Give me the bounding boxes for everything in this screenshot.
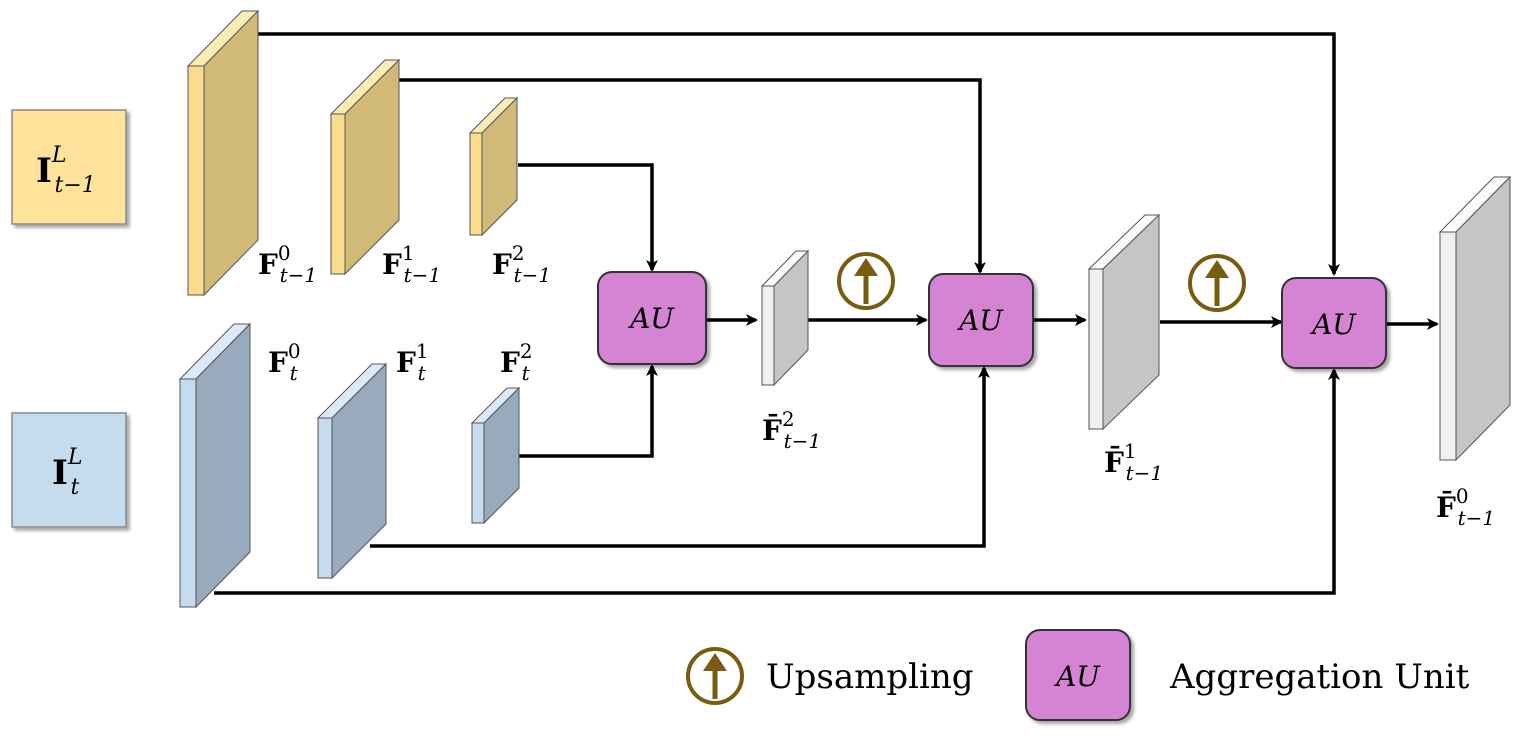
prev-frame-base: I bbox=[36, 151, 52, 191]
link-f0-curr bbox=[214, 368, 1340, 595]
prev-frame-sup: L bbox=[51, 143, 67, 168]
label-fbar0: F̄0 t−1 bbox=[1436, 484, 1495, 530]
feature-slab-f1-curr bbox=[316, 362, 388, 580]
curr-frame-sup: L bbox=[67, 445, 83, 470]
upsampling-icon-2 bbox=[1188, 254, 1246, 312]
legend-aggregation-label: Aggregation Unit bbox=[1169, 657, 1470, 697]
feature-slab-fbar0 bbox=[1438, 175, 1512, 462]
svg-text:ILt: IL t bbox=[52, 445, 83, 500]
link-f2-prev bbox=[518, 163, 658, 272]
feature-slab-f2-curr bbox=[470, 386, 521, 525]
label-f2-prev: F2 t−1 bbox=[492, 241, 551, 287]
feature-slab-f0-prev bbox=[186, 9, 260, 297]
curr-frame-base: I bbox=[52, 453, 68, 493]
skip-f0-prev bbox=[258, 32, 1340, 276]
aggregation-unit-1: AU bbox=[597, 271, 707, 365]
prev-frame-sub: t−1 bbox=[55, 173, 96, 198]
feature-slab-fbar2 bbox=[760, 249, 810, 387]
svg-text:ILt−1: IL t−1 bbox=[36, 143, 96, 198]
feature-slab-fbar1 bbox=[1087, 213, 1161, 431]
feature-slab-f0-curr bbox=[178, 322, 252, 609]
label-f1-curr: F1 t bbox=[396, 339, 429, 385]
au-2-label: AU bbox=[956, 304, 1004, 337]
legend-au-symbol: AU bbox=[1025, 629, 1131, 721]
input-curr-frame: IL t bbox=[11, 412, 127, 528]
aggregation-unit-3: AU bbox=[1281, 277, 1387, 369]
legend-upsampling-icon bbox=[686, 647, 744, 705]
label-fbar1: F̄1 t−1 bbox=[1104, 439, 1163, 485]
au-1-label: AU bbox=[627, 302, 675, 335]
label-f2-curr: F2 t bbox=[500, 339, 533, 385]
legend: Upsampling AU Aggregation Unit bbox=[686, 629, 1470, 721]
au-3-label: AU bbox=[1309, 308, 1357, 341]
label-fbar2: F̄2 t−1 bbox=[762, 407, 821, 453]
label-f0-prev: F0 t−1 bbox=[258, 241, 317, 287]
label-f0-curr: F0 t bbox=[268, 339, 301, 385]
input-prev-frame: IL t−1 bbox=[11, 109, 127, 225]
aggregation-unit-2: AU bbox=[928, 273, 1034, 367]
feature-slab-f2-prev bbox=[468, 96, 519, 237]
legend-au-label: AU bbox=[1053, 660, 1101, 693]
label-f1-prev: F1 t−1 bbox=[382, 241, 441, 287]
upsampling-icon-1 bbox=[837, 252, 895, 310]
feature-slab-f1-prev bbox=[329, 58, 401, 276]
skip-f1-prev bbox=[398, 78, 986, 274]
connections bbox=[214, 32, 1439, 595]
link-f1-curr bbox=[370, 366, 990, 548]
link-f2-curr bbox=[518, 364, 658, 458]
curr-frame-sub: t bbox=[71, 475, 80, 500]
legend-upsampling-label: Upsampling bbox=[766, 657, 974, 697]
